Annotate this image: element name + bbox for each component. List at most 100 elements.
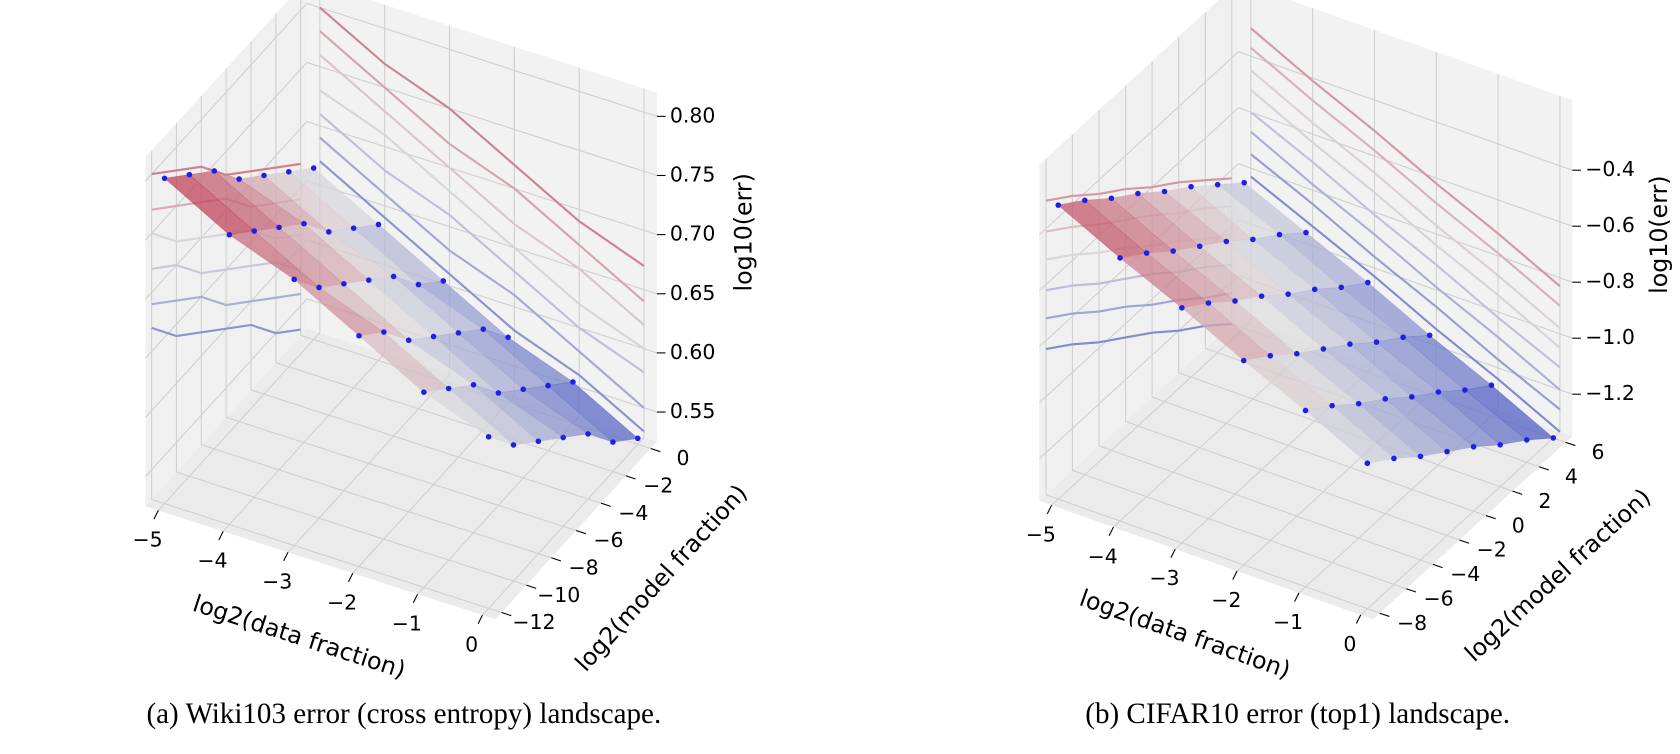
data-point	[1170, 248, 1176, 254]
back-wall-projection	[1250, 88, 1561, 349]
z-tick-label: 0.55	[670, 399, 716, 423]
back-wall-projection	[1250, 130, 1561, 391]
data-point	[505, 334, 511, 341]
data-point	[1135, 190, 1141, 197]
data-point	[570, 379, 576, 385]
data-point	[236, 176, 242, 182]
grid-line	[1038, 163, 1573, 348]
y-tick-label: −4	[1450, 562, 1480, 586]
data-point	[211, 168, 218, 174]
tick-mark	[412, 593, 419, 604]
x-tick-label: −2	[327, 590, 357, 614]
data-point	[510, 442, 517, 448]
data-point	[1223, 238, 1230, 245]
back-wall-projection	[319, 30, 645, 303]
y-tick-label: 4	[1565, 465, 1578, 489]
tick-mark	[477, 614, 483, 624]
data-point	[375, 221, 382, 228]
tick-mark	[1432, 563, 1443, 569]
data-point	[301, 220, 307, 227]
grid-line	[482, 88, 645, 616]
x-tick-label: −3	[1149, 566, 1179, 590]
data-point	[1382, 396, 1389, 402]
tick-mark	[1170, 548, 1176, 558]
back-wall-projection	[1250, 46, 1561, 307]
data-point	[316, 284, 322, 291]
data-point	[390, 273, 397, 280]
data-point	[1179, 305, 1185, 311]
back-wall-projection	[1250, 111, 1561, 369]
data-point	[291, 276, 297, 283]
x-tick-label: −4	[197, 549, 227, 573]
grid-line	[157, 0, 321, 511]
data-point	[1214, 181, 1221, 188]
data-point	[1329, 402, 1335, 409]
tick-mark	[600, 502, 611, 507]
tick-mark	[1355, 614, 1362, 624]
side-wall-projection	[1045, 322, 1232, 351]
y-tick-label: 0	[677, 446, 690, 470]
tick-mark	[526, 584, 537, 589]
data-point	[1240, 357, 1247, 364]
data-point	[310, 165, 317, 171]
x-tick-label: 0	[1343, 632, 1356, 656]
data-point	[1408, 394, 1415, 400]
data-point	[1364, 460, 1371, 467]
grid-line	[144, 2, 658, 182]
data-point	[485, 433, 492, 440]
data-point	[356, 332, 362, 339]
data-point	[1426, 332, 1433, 339]
z-axis-label: log10(err)	[1645, 175, 1673, 293]
data-point	[480, 326, 487, 332]
tick-mark	[1459, 539, 1470, 544]
data-point	[1355, 400, 1362, 407]
x-tick-label: −5	[1026, 522, 1056, 546]
y-tick-label: 0	[1512, 513, 1525, 537]
tick-mark	[1379, 612, 1390, 617]
tick-mark	[1232, 570, 1238, 580]
tick-mark	[1485, 515, 1496, 520]
data-point	[1347, 341, 1353, 347]
tick-mark	[625, 475, 636, 480]
z-tick-label: 0.65	[670, 281, 716, 305]
data-point	[161, 175, 168, 182]
data-point	[440, 278, 447, 284]
data-point	[1320, 346, 1327, 352]
data-point	[455, 330, 462, 336]
data-point	[1302, 407, 1309, 414]
data-point	[1462, 387, 1468, 393]
data-point	[1550, 435, 1557, 441]
x-axis-label: log2(data fraction)	[1076, 584, 1294, 684]
data-point	[261, 172, 267, 179]
tick-mark	[650, 447, 661, 453]
tick-mark	[501, 611, 512, 617]
y-tick-label: −6	[1424, 587, 1454, 611]
grid-line	[144, 120, 658, 300]
data-point	[381, 329, 387, 335]
data-point	[1435, 389, 1442, 395]
data-point	[1143, 250, 1150, 256]
back-wall-projection	[319, 6, 645, 267]
data-point	[610, 439, 616, 445]
data-point	[1188, 183, 1194, 190]
data-point	[350, 225, 357, 231]
data-point	[1232, 298, 1238, 304]
data-point	[1417, 453, 1424, 460]
grid-line	[1071, 134, 1407, 590]
grid-line	[1151, 61, 1487, 517]
data-point	[341, 281, 347, 287]
data-point	[495, 390, 502, 396]
data-point	[470, 382, 477, 388]
data-point	[1488, 382, 1495, 389]
data-point	[1205, 300, 1212, 306]
tick-mark	[1565, 441, 1576, 447]
data-point	[226, 231, 233, 238]
data-point	[1303, 229, 1309, 236]
grid-line	[1038, 51, 1573, 236]
data-point	[1196, 243, 1203, 250]
side-wall-projection	[151, 292, 301, 307]
data-point	[1267, 352, 1274, 359]
tick-mark	[283, 552, 289, 562]
data-point	[1470, 443, 1477, 450]
